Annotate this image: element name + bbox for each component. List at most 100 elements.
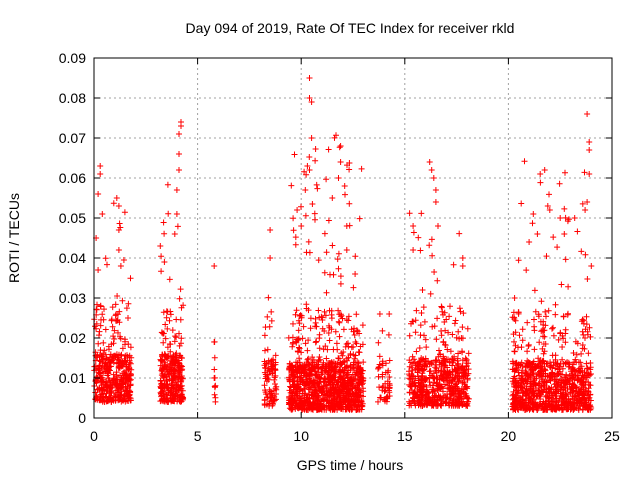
data-point xyxy=(309,201,316,207)
data-point xyxy=(345,313,352,320)
data-point xyxy=(302,212,309,219)
data-point xyxy=(271,387,277,394)
data-point xyxy=(574,375,581,382)
data-point xyxy=(569,393,576,400)
data-point xyxy=(270,361,276,368)
y-axis-label: ROTI / TECUs xyxy=(6,193,22,283)
data-point xyxy=(521,402,528,409)
data-point xyxy=(586,324,593,331)
data-point xyxy=(584,328,591,335)
data-point xyxy=(322,363,329,370)
data-point xyxy=(427,290,434,297)
data-point xyxy=(116,308,123,315)
data-point xyxy=(167,341,174,348)
data-point xyxy=(456,400,463,407)
data-point xyxy=(322,343,329,350)
data-point xyxy=(176,397,183,404)
data-point xyxy=(562,377,569,384)
data-point xyxy=(439,371,446,378)
data-point xyxy=(581,369,588,376)
data-point xyxy=(450,357,457,364)
data-point xyxy=(266,402,273,409)
data-point xyxy=(348,344,355,351)
data-point xyxy=(312,157,319,164)
data-point xyxy=(161,363,168,370)
data-point xyxy=(160,330,166,337)
data-point xyxy=(355,349,362,355)
data-point xyxy=(446,313,453,320)
data-point xyxy=(303,301,310,308)
data-point xyxy=(109,323,116,330)
data-point xyxy=(288,182,295,189)
data-point xyxy=(517,362,524,369)
data-point xyxy=(555,336,562,343)
data-point xyxy=(314,185,321,192)
data-point xyxy=(342,191,348,198)
data-point xyxy=(303,171,310,178)
data-point xyxy=(302,340,309,347)
data-point xyxy=(543,253,550,260)
data-point xyxy=(462,355,469,362)
data-point xyxy=(337,403,344,410)
data-point xyxy=(516,332,523,339)
data-point xyxy=(335,175,342,181)
data-point xyxy=(294,389,301,396)
data-point xyxy=(583,360,590,367)
data-point xyxy=(432,364,439,371)
data-point xyxy=(353,311,360,318)
data-point xyxy=(118,363,125,370)
data-point xyxy=(262,375,269,382)
data-point xyxy=(345,367,352,374)
data-point xyxy=(519,326,526,333)
data-point xyxy=(296,355,303,362)
data-point xyxy=(106,377,113,384)
data-point xyxy=(95,267,102,273)
data-point xyxy=(375,339,382,346)
data-point xyxy=(438,402,445,409)
data-point xyxy=(553,406,560,413)
data-point xyxy=(430,402,437,409)
data-point xyxy=(302,187,309,193)
data-point xyxy=(455,361,461,368)
data-point xyxy=(265,376,272,383)
data-point xyxy=(523,396,530,403)
data-point xyxy=(315,358,322,365)
data-point xyxy=(572,356,579,363)
data-point xyxy=(286,365,293,372)
data-point xyxy=(267,367,273,374)
data-point xyxy=(544,203,551,209)
data-point xyxy=(445,377,452,384)
data-point xyxy=(348,379,355,386)
data-point xyxy=(173,386,180,393)
data-point xyxy=(319,317,326,323)
data-point xyxy=(261,396,268,403)
data-point xyxy=(321,269,328,276)
data-point xyxy=(307,371,314,378)
data-point xyxy=(307,315,314,322)
data-point xyxy=(327,271,333,278)
data-point xyxy=(97,374,104,381)
data-point xyxy=(115,385,122,392)
data-point xyxy=(297,395,304,402)
data-point xyxy=(327,405,334,412)
data-point xyxy=(434,315,441,322)
data-point xyxy=(446,396,453,403)
data-point xyxy=(339,359,346,366)
data-point xyxy=(426,159,433,165)
data-point xyxy=(586,139,593,145)
data-point xyxy=(347,350,354,357)
data-point xyxy=(548,398,555,405)
data-point xyxy=(465,366,472,373)
data-point xyxy=(455,350,462,357)
data-point xyxy=(414,365,420,372)
data-point xyxy=(569,364,576,371)
data-point xyxy=(533,375,540,382)
data-point xyxy=(179,366,186,373)
data-point xyxy=(385,331,392,338)
data-point xyxy=(312,319,319,326)
data-point xyxy=(293,307,300,314)
data-point xyxy=(556,364,563,371)
data-point xyxy=(117,352,124,359)
data-point xyxy=(461,386,467,393)
data-point xyxy=(360,359,367,366)
